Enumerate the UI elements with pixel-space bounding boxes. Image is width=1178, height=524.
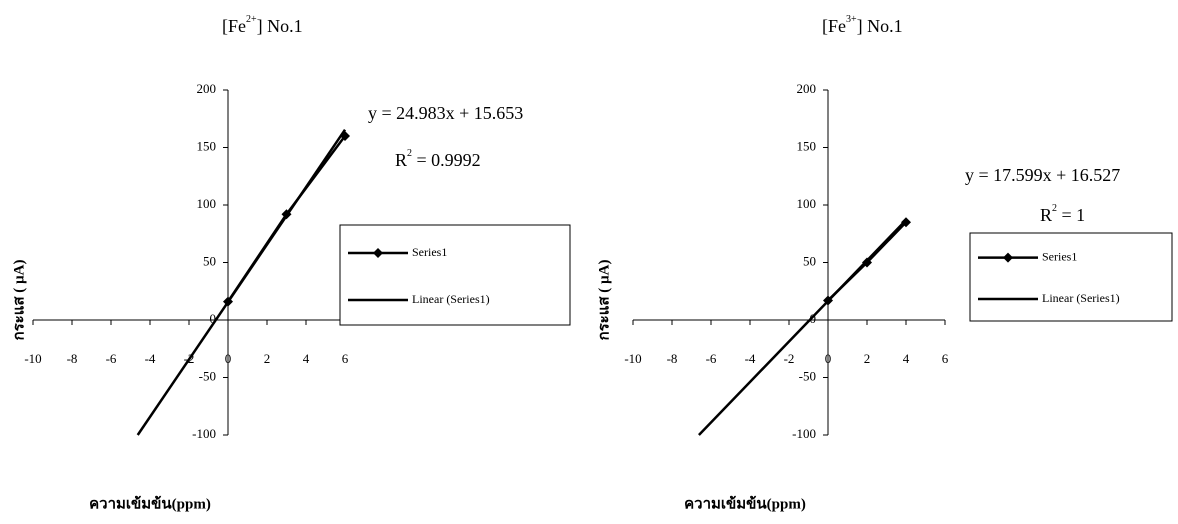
- y-tick-label: -100: [792, 426, 816, 441]
- r-squared-text: R: [1040, 205, 1052, 225]
- x-tick-label: -8: [667, 351, 678, 366]
- y-tick-label: 50: [803, 253, 816, 268]
- legend-box: [969, 232, 1173, 322]
- legend-label: Series1: [1042, 249, 1077, 263]
- x-tick-label: 0: [825, 351, 832, 366]
- y-tick-label: 150: [197, 138, 217, 153]
- legend-label: Linear (Series1): [1042, 291, 1120, 305]
- chart-title-sup: 3+: [846, 14, 857, 25]
- x-axis-title: ความเข้มข้น(ppm): [684, 495, 806, 512]
- chart-title: [Fe2+] No.1: [222, 14, 303, 36]
- r-squared-tail: = 1: [1057, 205, 1085, 225]
- x-tick-label: -4: [745, 351, 756, 366]
- y-tick-label: 200: [797, 81, 817, 96]
- y-tick-label: 100: [197, 196, 217, 211]
- y-tick-label: -100: [192, 426, 216, 441]
- x-tick-label: 4: [903, 351, 910, 366]
- x-tick-label: 4: [303, 351, 310, 366]
- x-tick-label: -6: [706, 351, 717, 366]
- equation: y = 24.983x + 15.653: [368, 103, 523, 123]
- x-tick-label: 2: [264, 351, 271, 366]
- chart-title-tail: ] No.1: [857, 16, 903, 36]
- r-squared-tail: = 0.9992: [412, 150, 481, 170]
- marker: [862, 257, 872, 268]
- x-tick-label: -10: [624, 351, 641, 366]
- trendline: [698, 219, 907, 436]
- equation: y = 17.599x + 16.527: [965, 165, 1120, 185]
- r-squared: R2 = 1: [1040, 203, 1085, 225]
- x-tick-label: 0: [225, 351, 232, 366]
- trendline: [136, 128, 347, 436]
- chart-title-tail: ] No.1: [257, 16, 303, 36]
- y-tick-label: 0: [210, 311, 217, 326]
- legend-marker: [373, 248, 383, 258]
- x-tick-label: 6: [342, 351, 349, 366]
- x-tick-label: -8: [67, 351, 78, 366]
- x-axis-title: ความเข้มข้น(ppm): [89, 495, 211, 512]
- y-tick-label: -50: [199, 368, 216, 383]
- x-tick-label: 2: [864, 351, 871, 366]
- y-tick-label: 200: [197, 81, 217, 96]
- y-tick-label: 100: [797, 196, 817, 211]
- chart-title: [Fe3+] No.1: [822, 14, 903, 36]
- r-squared-sup: 2: [1052, 203, 1057, 214]
- y-axis-title: กระแส ( µA): [596, 260, 612, 341]
- legend-label: Series1: [412, 245, 447, 259]
- x-tick-label: -4: [145, 351, 156, 366]
- r-squared-sup: 2: [407, 148, 412, 159]
- legend-label: Linear (Series1): [412, 292, 490, 306]
- x-tick-label: -10: [24, 351, 41, 366]
- r-squared: R2 = 0.9992: [395, 148, 481, 170]
- chart-title-sup: 2+: [246, 14, 257, 25]
- y-axis-title: กระแส ( µA): [11, 260, 27, 341]
- x-tick-label: -2: [784, 351, 795, 366]
- legend-box: [339, 224, 571, 326]
- x-tick-label: -6: [106, 351, 117, 366]
- x-tick-label: 6: [942, 351, 949, 366]
- marker: [901, 217, 911, 228]
- y-tick-label: 50: [203, 253, 216, 268]
- r-squared-text: R: [395, 150, 407, 170]
- y-tick-label: -50: [799, 368, 816, 383]
- legend-marker: [1003, 252, 1013, 263]
- y-tick-label: 150: [797, 138, 817, 153]
- chart-title-text: [Fe: [222, 16, 246, 36]
- chart-title-text: [Fe: [822, 16, 846, 36]
